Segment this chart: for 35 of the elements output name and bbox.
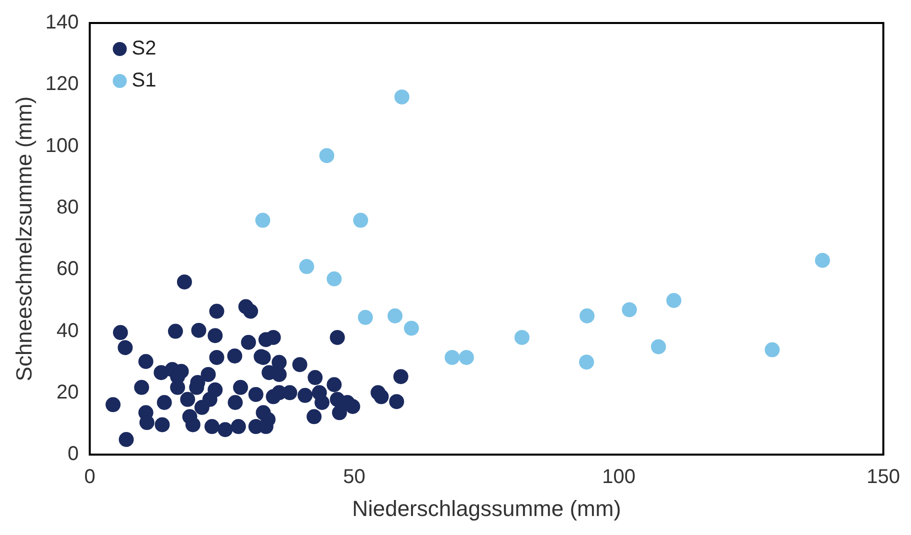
y-axis-title: Schneeschmelzsumme (mm) [11, 96, 36, 382]
point [764, 342, 780, 358]
point [255, 212, 270, 228]
y-tick-label: 0 [68, 443, 79, 466]
point [579, 354, 594, 370]
point [358, 310, 373, 325]
point [404, 320, 419, 336]
point [514, 330, 530, 345]
x-tick-label: 150 [866, 466, 900, 488]
point [580, 308, 595, 324]
point [814, 252, 830, 268]
x-tick-label: 0 [84, 466, 96, 488]
point [394, 89, 410, 104]
point [666, 292, 682, 308]
y-tick-label: 100 [45, 134, 79, 157]
point [388, 308, 403, 324]
point [650, 339, 666, 354]
point [299, 259, 314, 274]
point [458, 350, 474, 365]
y-tick-label: 40 [56, 320, 79, 342]
y-tick-label: 80 [56, 196, 79, 218]
y-tick-label: 60 [56, 258, 79, 280]
x-axis-title: Niederschlagssumme (mm) [352, 496, 622, 521]
x-tick-label: 100 [602, 466, 636, 488]
legend-label: S2 [132, 38, 156, 60]
point [326, 271, 342, 286]
point [444, 350, 460, 365]
y-tick-label: 140 [45, 12, 79, 34]
legend-label: S1 [132, 70, 156, 92]
y-tick-label: 20 [56, 381, 79, 404]
point [319, 148, 334, 164]
point [622, 302, 637, 318]
x-tick-label: 50 [343, 466, 366, 488]
point [353, 212, 368, 228]
y-tick-label: 120 [45, 73, 79, 96]
